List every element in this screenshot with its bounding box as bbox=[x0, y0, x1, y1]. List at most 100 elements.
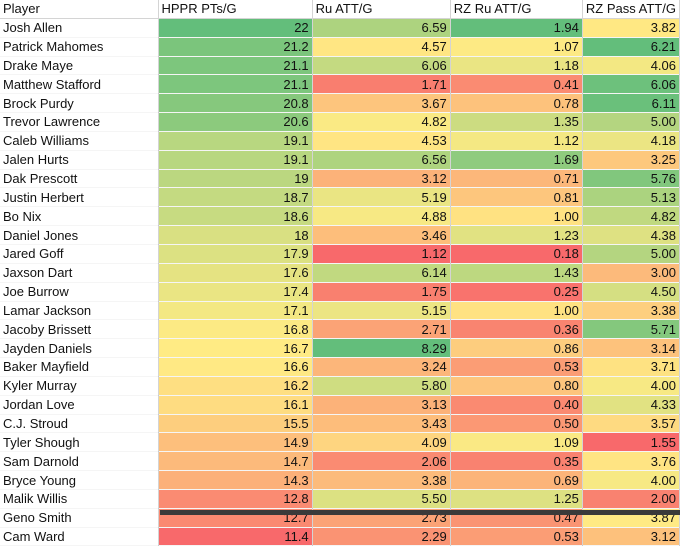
rz-rush-att-cell[interactable]: 1.18 bbox=[450, 56, 583, 76]
rz-rush-att-cell[interactable]: 0.78 bbox=[450, 93, 583, 114]
rz-rush-att-cell[interactable]: 0.53 bbox=[450, 527, 583, 546]
player-name-cell[interactable]: Kyler Murray bbox=[0, 376, 159, 396]
player-name-cell[interactable]: Sam Darnold bbox=[0, 451, 159, 472]
rz-rush-att-cell[interactable]: 1.00 bbox=[450, 301, 583, 321]
rush-att-cell[interactable]: 1.71 bbox=[312, 74, 451, 95]
rz-pass-att-cell[interactable]: 4.00 bbox=[582, 470, 680, 490]
player-name-cell[interactable]: Caleb Williams bbox=[0, 131, 159, 151]
hppr-cell[interactable]: 22 bbox=[158, 18, 313, 38]
rush-att-cell[interactable]: 3.13 bbox=[312, 395, 451, 415]
rz-rush-att-cell[interactable]: 1.12 bbox=[450, 131, 583, 151]
hppr-cell[interactable]: 19 bbox=[158, 169, 313, 189]
rz-rush-att-cell[interactable]: 1.35 bbox=[450, 112, 583, 132]
rush-att-cell[interactable]: 5.80 bbox=[312, 376, 451, 396]
rz-pass-att-cell[interactable]: 4.82 bbox=[582, 206, 680, 227]
player-name-cell[interactable]: Lamar Jackson bbox=[0, 301, 159, 321]
rz-rush-att-cell[interactable]: 1.09 bbox=[450, 432, 583, 453]
rz-pass-att-cell[interactable]: 1.55 bbox=[582, 432, 680, 453]
player-name-cell[interactable]: Jayden Daniels bbox=[0, 338, 159, 359]
rz-rush-att-cell[interactable]: 1.00 bbox=[450, 206, 583, 227]
header-player[interactable]: Player bbox=[0, 0, 159, 19]
rush-att-cell[interactable]: 5.15 bbox=[312, 301, 451, 321]
rz-pass-att-cell[interactable]: 3.00 bbox=[582, 263, 680, 283]
hppr-cell[interactable]: 20.8 bbox=[158, 93, 313, 114]
player-name-cell[interactable]: Baker Mayfield bbox=[0, 357, 159, 377]
rush-att-cell[interactable]: 3.46 bbox=[312, 225, 451, 245]
rz-pass-att-cell[interactable]: 4.33 bbox=[582, 395, 680, 415]
rz-rush-att-cell[interactable]: 0.40 bbox=[450, 395, 583, 415]
hppr-cell[interactable]: 18.7 bbox=[158, 187, 313, 208]
hppr-cell[interactable]: 17.9 bbox=[158, 244, 313, 264]
rz-pass-att-cell[interactable]: 5.13 bbox=[582, 187, 680, 208]
player-name-cell[interactable]: Jared Goff bbox=[0, 244, 159, 264]
rz-pass-att-cell[interactable]: 5.00 bbox=[582, 244, 680, 264]
hppr-cell[interactable]: 17.1 bbox=[158, 301, 313, 321]
rz-rush-att-cell[interactable]: 0.36 bbox=[450, 319, 583, 340]
rush-att-cell[interactable]: 5.19 bbox=[312, 187, 451, 208]
player-name-cell[interactable]: Patrick Mahomes bbox=[0, 37, 159, 57]
player-name-cell[interactable]: Justin Herbert bbox=[0, 187, 159, 208]
rush-att-cell[interactable]: 4.57 bbox=[312, 37, 451, 57]
hppr-cell[interactable]: 14.7 bbox=[158, 451, 313, 472]
hppr-cell[interactable]: 16.7 bbox=[158, 338, 313, 359]
header-rz-pass-att-per-game[interactable]: RZ Pass ATT/G bbox=[582, 0, 680, 19]
rush-att-cell[interactable]: 3.67 bbox=[312, 93, 451, 114]
player-name-cell[interactable]: Bo Nix bbox=[0, 206, 159, 227]
player-name-cell[interactable]: Jacoby Brissett bbox=[0, 319, 159, 340]
hppr-cell[interactable]: 21.1 bbox=[158, 74, 313, 95]
hppr-cell[interactable]: 14.3 bbox=[158, 470, 313, 490]
rz-pass-att-cell[interactable]: 5.00 bbox=[582, 112, 680, 132]
rz-pass-att-cell[interactable]: 2.00 bbox=[582, 489, 680, 509]
rz-rush-att-cell[interactable]: 0.18 bbox=[450, 244, 583, 264]
player-name-cell[interactable]: C.J. Stroud bbox=[0, 414, 159, 434]
hppr-cell[interactable]: 21.1 bbox=[158, 56, 313, 76]
header-rush-att-per-game[interactable]: Ru ATT/G bbox=[312, 0, 451, 19]
hppr-cell[interactable]: 16.2 bbox=[158, 376, 313, 396]
rush-att-cell[interactable]: 4.88 bbox=[312, 206, 451, 227]
rz-pass-att-cell[interactable]: 3.71 bbox=[582, 357, 680, 377]
rz-pass-att-cell[interactable]: 4.06 bbox=[582, 56, 680, 76]
player-name-cell[interactable]: Matthew Stafford bbox=[0, 74, 159, 95]
rz-pass-att-cell[interactable]: 3.82 bbox=[582, 18, 680, 38]
player-name-cell[interactable]: Josh Allen bbox=[0, 18, 159, 38]
rush-att-cell[interactable]: 4.09 bbox=[312, 432, 451, 453]
player-name-cell[interactable]: Drake Maye bbox=[0, 56, 159, 76]
rush-att-cell[interactable]: 6.56 bbox=[312, 150, 451, 170]
rz-rush-att-cell[interactable]: 0.69 bbox=[450, 470, 583, 490]
rz-rush-att-cell[interactable]: 1.69 bbox=[450, 150, 583, 170]
rush-att-cell[interactable]: 1.12 bbox=[312, 244, 451, 264]
rz-pass-att-cell[interactable]: 3.25 bbox=[582, 150, 680, 170]
rush-att-cell[interactable]: 3.12 bbox=[312, 169, 451, 189]
player-name-cell[interactable]: Joe Burrow bbox=[0, 282, 159, 302]
rush-att-cell[interactable]: 1.75 bbox=[312, 282, 451, 302]
rz-rush-att-cell[interactable]: 0.35 bbox=[450, 451, 583, 472]
hppr-cell[interactable]: 21.2 bbox=[158, 37, 313, 57]
hppr-cell[interactable]: 11.4 bbox=[158, 527, 313, 546]
rush-att-cell[interactable]: 2.71 bbox=[312, 319, 451, 340]
rush-att-cell[interactable]: 6.14 bbox=[312, 263, 451, 283]
hppr-cell[interactable]: 18 bbox=[158, 225, 313, 245]
rz-pass-att-cell[interactable]: 6.11 bbox=[582, 93, 680, 114]
player-name-cell[interactable]: Tyler Shough bbox=[0, 432, 159, 453]
player-name-cell[interactable]: Daniel Jones bbox=[0, 225, 159, 245]
rz-rush-att-cell[interactable]: 1.25 bbox=[450, 489, 583, 509]
player-name-cell[interactable]: Jalen Hurts bbox=[0, 150, 159, 170]
rz-pass-att-cell[interactable]: 4.18 bbox=[582, 131, 680, 151]
hppr-cell[interactable]: 16.1 bbox=[158, 395, 313, 415]
rz-pass-att-cell[interactable]: 3.76 bbox=[582, 451, 680, 472]
rz-rush-att-cell[interactable]: 0.86 bbox=[450, 338, 583, 359]
rz-pass-att-cell[interactable]: 6.21 bbox=[582, 37, 680, 57]
rz-rush-att-cell[interactable]: 0.41 bbox=[450, 74, 583, 95]
player-name-cell[interactable]: Brock Purdy bbox=[0, 93, 159, 114]
rush-att-cell[interactable]: 6.06 bbox=[312, 56, 451, 76]
rz-rush-att-cell[interactable]: 0.80 bbox=[450, 376, 583, 396]
player-name-cell[interactable]: Jaxson Dart bbox=[0, 263, 159, 283]
hppr-cell[interactable]: 17.6 bbox=[158, 263, 313, 283]
rz-pass-att-cell[interactable]: 4.00 bbox=[582, 376, 680, 396]
rush-att-cell[interactable]: 6.59 bbox=[312, 18, 451, 38]
rz-rush-att-cell[interactable]: 0.53 bbox=[450, 357, 583, 377]
hppr-cell[interactable]: 16.8 bbox=[158, 319, 313, 340]
rz-pass-att-cell[interactable]: 4.38 bbox=[582, 225, 680, 245]
rz-rush-att-cell[interactable]: 0.71 bbox=[450, 169, 583, 189]
rush-att-cell[interactable]: 8.29 bbox=[312, 338, 451, 359]
